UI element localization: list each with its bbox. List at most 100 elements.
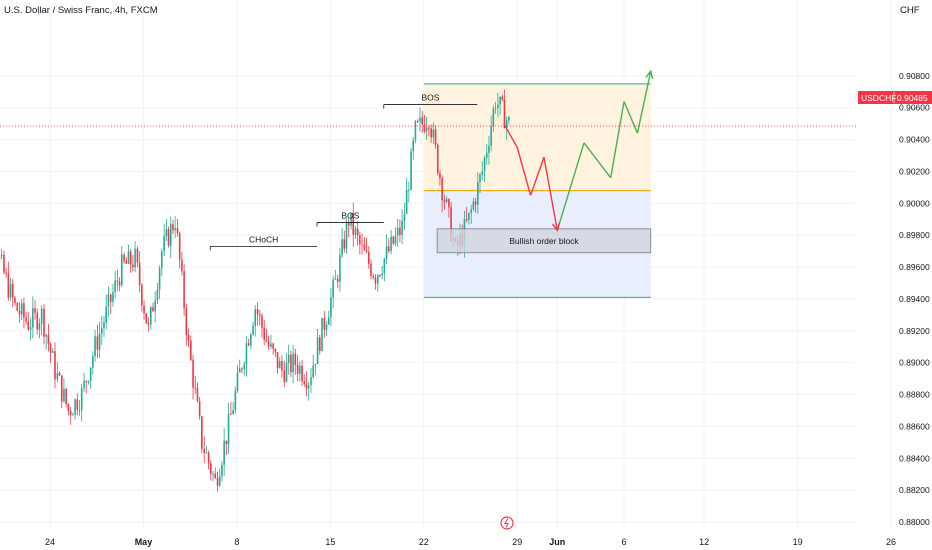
candle-body <box>58 373 61 376</box>
candle-body <box>163 235 165 252</box>
candle-body <box>138 262 141 286</box>
candle-body <box>408 189 410 191</box>
y-tick-label: 0.89000 <box>899 358 930 368</box>
candle-body <box>196 388 199 402</box>
candle-body <box>499 96 501 105</box>
candle-body <box>145 313 148 324</box>
candle-body <box>89 367 92 382</box>
x-tick-label: 29 <box>512 537 522 547</box>
x-tick-label: 8 <box>234 537 239 547</box>
candle-body <box>508 117 510 121</box>
candle-body <box>3 254 5 273</box>
order-block-label: Bullish order block <box>509 236 579 246</box>
candle-body <box>241 368 243 370</box>
candle-body <box>212 473 214 475</box>
candle-body <box>479 174 481 183</box>
price-tag-symbol: USDCHF <box>861 93 896 103</box>
candle-body <box>423 124 426 132</box>
candle-body <box>414 120 417 141</box>
y-tick-label: 0.89200 <box>899 326 930 336</box>
replay-icon[interactable] <box>500 516 514 530</box>
currency-label: CHF <box>900 5 920 16</box>
order-block-box <box>436 228 652 254</box>
annotations: CHoCH BOS BOS Bullish order block <box>0 93 858 254</box>
candle-body <box>290 354 292 373</box>
candle-body <box>178 233 181 260</box>
candle-body <box>120 254 123 286</box>
candle-body <box>221 464 223 477</box>
candle-body <box>161 251 163 269</box>
candle-body <box>29 327 32 330</box>
candle-body <box>225 440 228 445</box>
candle-body <box>103 322 105 328</box>
candle-body <box>483 157 486 172</box>
candle-body <box>136 248 139 263</box>
candle-body <box>105 306 107 323</box>
candle-body <box>432 129 435 138</box>
candle-body <box>488 145 490 153</box>
candle-body <box>287 354 290 363</box>
candle-body <box>428 127 430 129</box>
candle-body <box>439 173 441 179</box>
candle-body <box>265 339 268 342</box>
candle-body <box>0 254 3 257</box>
candle-body <box>247 343 250 346</box>
candle-body <box>334 278 337 280</box>
candle-body <box>52 351 54 353</box>
candle-body <box>16 303 19 311</box>
candle-body <box>314 364 317 366</box>
x-tick-label: 24 <box>45 537 55 547</box>
candle-body <box>238 368 241 373</box>
candle-body <box>216 478 219 486</box>
candle-body <box>18 310 21 315</box>
candle-body <box>485 152 488 158</box>
candle-body <box>14 297 16 304</box>
candle-body <box>352 213 355 235</box>
grid <box>0 0 892 530</box>
projection-segment <box>636 70 652 134</box>
candle-body <box>285 362 288 382</box>
price-tag-value: 0.90485 <box>897 93 928 103</box>
candle-body <box>296 364 299 374</box>
candle-body <box>505 120 508 129</box>
candle-body <box>381 273 383 276</box>
candle-body <box>172 224 174 231</box>
candle-body <box>501 96 504 100</box>
candle-body <box>497 104 499 109</box>
candle-body <box>134 248 136 268</box>
candle-body <box>192 359 194 388</box>
candle-body <box>187 335 190 341</box>
candle-body <box>368 251 370 264</box>
candle-body <box>152 307 154 312</box>
candle-body <box>283 370 286 382</box>
candle-body <box>165 229 168 236</box>
candle-body <box>345 222 348 249</box>
candle-body <box>132 264 134 268</box>
candle-body <box>9 283 12 298</box>
candle-body <box>490 126 492 146</box>
candle-body <box>181 259 183 272</box>
candle-body <box>323 318 326 330</box>
candle-body <box>227 413 230 445</box>
candle-body <box>127 251 130 264</box>
candle-body <box>65 388 67 404</box>
candle-body <box>441 178 443 201</box>
x-tick-label: 6 <box>622 537 627 547</box>
candle-body <box>107 294 110 307</box>
y-tick-label: 0.90600 <box>899 103 930 113</box>
candle-body <box>387 246 390 252</box>
candle-body <box>436 144 439 174</box>
candle-body <box>301 365 303 382</box>
candle-body <box>256 309 259 315</box>
candle-body <box>263 327 265 340</box>
candle-body <box>327 317 330 325</box>
zones <box>423 83 651 298</box>
candle-body <box>74 399 76 415</box>
candle-body <box>201 416 203 449</box>
candle-body <box>174 227 176 231</box>
candle-body <box>274 348 277 353</box>
candle-body <box>158 268 161 290</box>
axes: 0.90800 0.90600 0.90400 0.90200 0.90000 0.898… <box>45 71 930 547</box>
candle-body <box>319 337 321 352</box>
